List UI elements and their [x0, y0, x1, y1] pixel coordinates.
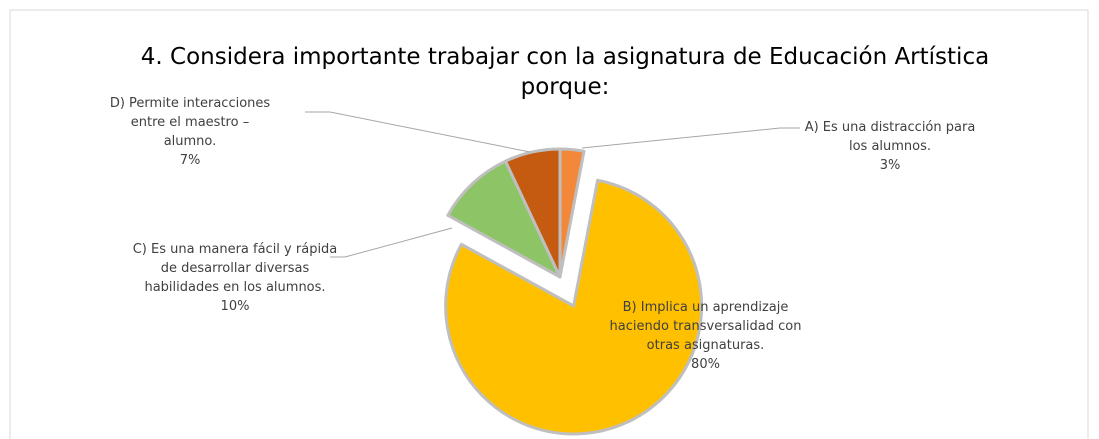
- leader-line: [305, 111, 531, 153]
- leader-line: [581, 127, 800, 149]
- data-label: C) Es una manera fácil y rápida de desar…: [130, 240, 340, 316]
- slices: [444, 147, 704, 436]
- data-label: D) Permite interacciones entre el maestr…: [105, 94, 275, 170]
- label-value: 3%: [879, 158, 901, 173]
- pie-slice: [446, 159, 562, 279]
- leader-line: [330, 227, 453, 258]
- data-label: A) Es una distracción para los alumnos. 3…: [800, 118, 980, 175]
- label-text: D) Permite interacciones entre el maestr…: [109, 96, 271, 149]
- label-text: A) Es una distracción para los alumnos.: [804, 120, 976, 154]
- label-text: B) Implica un aprendizaje haciendo trans…: [609, 300, 802, 353]
- data-label: B) Implica un aprendizaje haciendo trans…: [598, 298, 813, 374]
- pie-slice: [504, 147, 562, 279]
- pie-slice: [444, 178, 704, 436]
- label-value: 10%: [220, 299, 250, 314]
- chart-title: 4. Considera importante trabajar con la …: [140, 44, 990, 100]
- label-value: 7%: [179, 153, 201, 168]
- label-text: C) Es una manera fácil y rápida de desar…: [132, 242, 338, 295]
- label-value: 80%: [691, 357, 720, 372]
